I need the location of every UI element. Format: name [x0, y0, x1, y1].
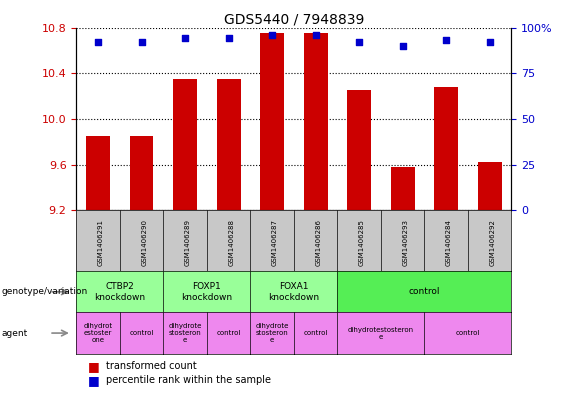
Bar	[216, 79, 241, 210]
Bar	[129, 136, 154, 210]
Text: GSM1406288: GSM1406288	[228, 219, 234, 266]
Title: GDS5440 / 7948839: GDS5440 / 7948839	[224, 12, 364, 26]
Text: control: control	[129, 330, 154, 336]
Text: dihydrotestosteron
e: dihydrotestosteron e	[347, 327, 414, 340]
Bar	[477, 162, 502, 210]
Text: CTBP2
knockdown: CTBP2 knockdown	[94, 282, 145, 301]
Point	[180, 35, 189, 42]
Bar	[390, 167, 415, 210]
Point	[311, 32, 320, 38]
Text: genotype/variation: genotype/variation	[1, 287, 88, 296]
Text: control: control	[303, 330, 328, 336]
Text: dihydrote
stosteron
e: dihydrote stosteron e	[255, 323, 289, 343]
Point	[137, 39, 146, 45]
Text: ■: ■	[88, 374, 99, 387]
Text: GSM1406284: GSM1406284	[446, 219, 452, 266]
Bar	[86, 136, 110, 210]
Point	[355, 39, 364, 45]
Text: dihydrote
stosteron
e: dihydrote stosteron e	[168, 323, 202, 343]
Text: percentile rank within the sample: percentile rank within the sample	[106, 375, 271, 386]
Bar	[347, 90, 371, 210]
Text: ■: ■	[88, 360, 99, 373]
Text: control: control	[455, 330, 480, 336]
Bar	[260, 33, 284, 210]
Text: GSM1406286: GSM1406286	[315, 219, 321, 266]
Text: GSM1406293: GSM1406293	[402, 219, 408, 266]
Text: GSM1406287: GSM1406287	[272, 219, 278, 266]
Text: dihydrot
estoster
one: dihydrot estoster one	[84, 323, 112, 343]
Text: FOXA1
knockdown: FOXA1 knockdown	[268, 282, 319, 301]
Text: agent: agent	[1, 329, 27, 338]
Text: GSM1406290: GSM1406290	[142, 219, 147, 266]
Bar	[303, 33, 328, 210]
Text: GSM1406289: GSM1406289	[185, 219, 191, 266]
Point	[268, 32, 277, 38]
Text: GSM1406285: GSM1406285	[359, 219, 365, 266]
Point	[94, 39, 103, 45]
Point	[224, 35, 233, 42]
Text: FOXP1
knockdown: FOXP1 knockdown	[181, 282, 232, 301]
Bar	[173, 79, 197, 210]
Text: GSM1406292: GSM1406292	[489, 219, 496, 266]
Point	[485, 39, 494, 45]
Text: control: control	[216, 330, 241, 336]
Text: transformed count: transformed count	[106, 361, 197, 371]
Bar	[434, 87, 458, 210]
Text: GSM1406291: GSM1406291	[98, 219, 104, 266]
Text: control: control	[408, 287, 440, 296]
Point	[398, 42, 407, 49]
Point	[442, 37, 451, 44]
